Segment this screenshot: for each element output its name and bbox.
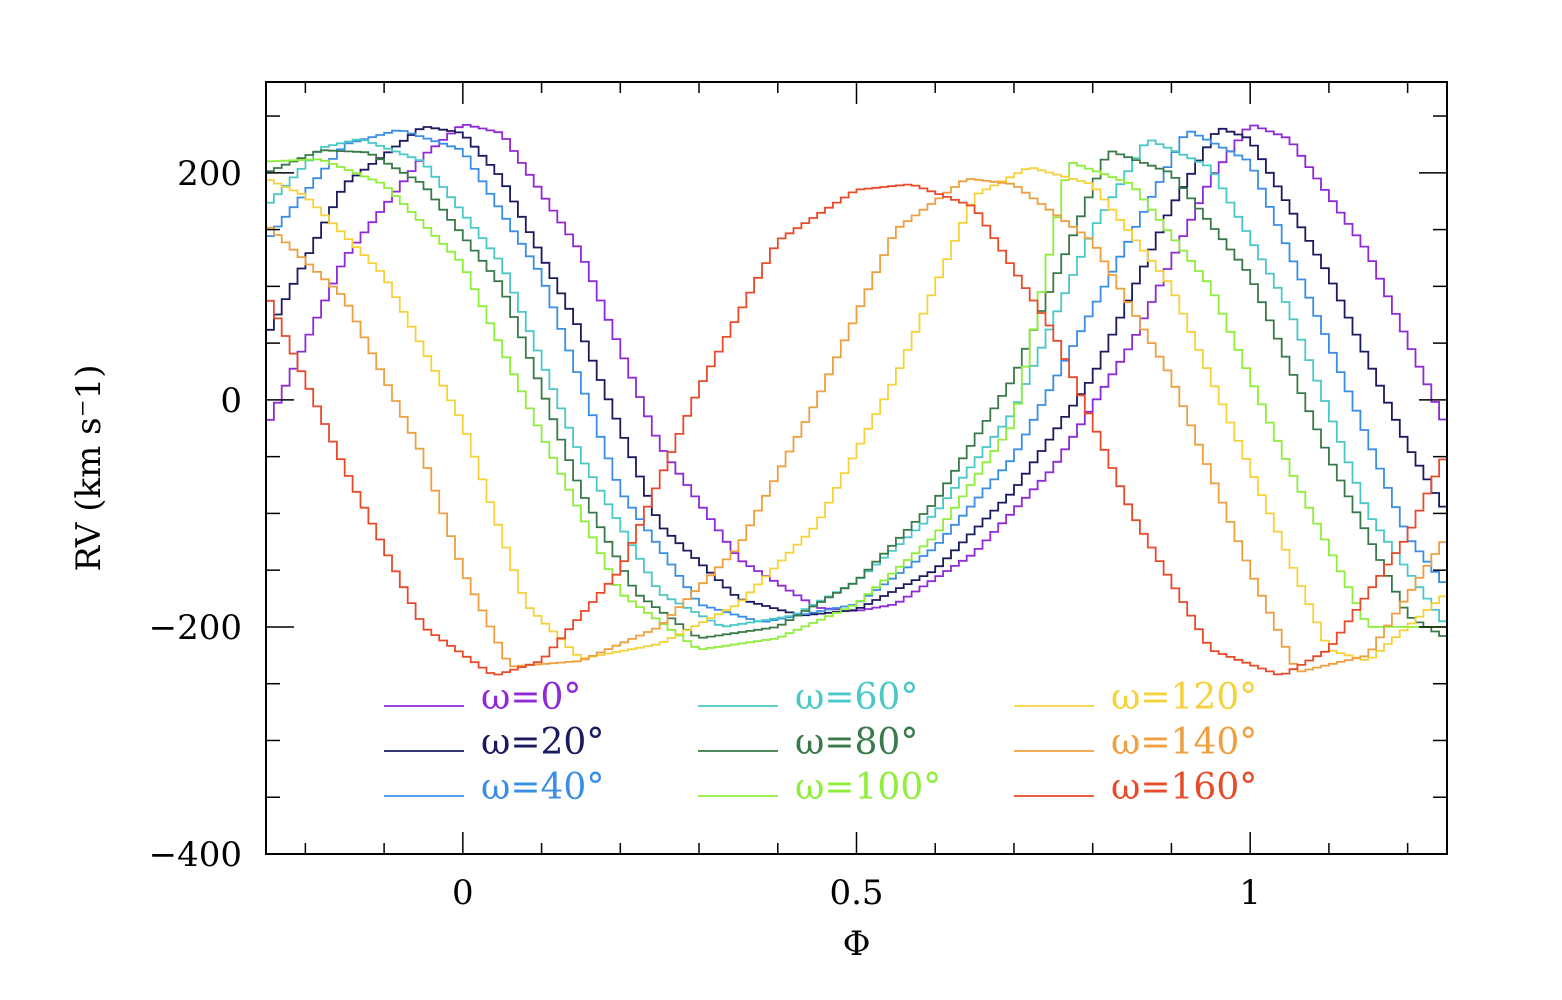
series-line-8 bbox=[266, 183, 1447, 676]
series-curves bbox=[266, 124, 1447, 676]
series-line-5 bbox=[266, 158, 1447, 650]
y-axis-label: RV (km s⁻1) bbox=[69, 365, 109, 572]
series-line-2 bbox=[266, 129, 1447, 623]
series-line-0 bbox=[266, 124, 1447, 612]
axis-ticks bbox=[266, 82, 1447, 855]
legend-label-8: ω=160° bbox=[1111, 767, 1257, 808]
legend-label-7: ω=140° bbox=[1111, 722, 1257, 763]
series-line-7 bbox=[266, 178, 1447, 673]
legend-label-4: ω=80° bbox=[795, 722, 918, 763]
legend-label-5: ω=100° bbox=[795, 767, 941, 808]
legend-label-6: ω=120° bbox=[1111, 677, 1257, 718]
x-tick-label-1: 0.5 bbox=[829, 873, 883, 913]
series-line-3 bbox=[266, 138, 1447, 628]
axis-tick-labels: 0 0.5 1 −400 −200 0 200 bbox=[149, 154, 1261, 913]
legend-label-0: ω=0° bbox=[481, 677, 581, 718]
series-line-1 bbox=[266, 126, 1447, 617]
legend-label-1: ω=20° bbox=[481, 722, 604, 763]
series-line-4 bbox=[266, 149, 1447, 639]
y-tick-label-1: −200 bbox=[149, 608, 242, 648]
y-tick-label-3: 200 bbox=[177, 154, 242, 194]
legend: ω=0°ω=20°ω=40° ω=60°ω=80°ω=100° ω=120°ω=14… bbox=[384, 677, 1257, 808]
x-axis-label: Φ bbox=[843, 924, 871, 964]
legend-label-3: ω=60° bbox=[795, 677, 918, 718]
legend-label-2: ω=40° bbox=[481, 767, 604, 808]
y-tick-label-2: 0 bbox=[220, 381, 242, 421]
series-line-6 bbox=[266, 167, 1447, 661]
y-tick-label-0: −400 bbox=[149, 835, 242, 875]
x-tick-label-2: 1 bbox=[1239, 873, 1261, 913]
x-tick-label-0: 0 bbox=[452, 873, 474, 913]
